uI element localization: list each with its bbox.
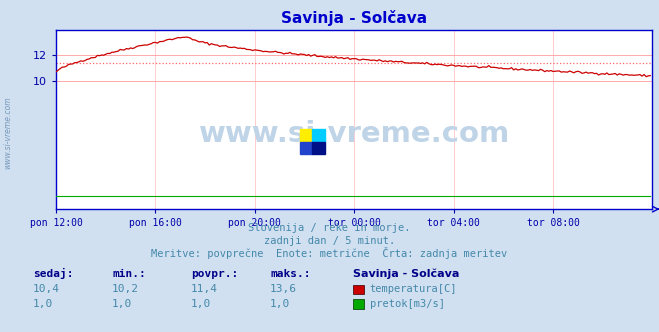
Text: Meritve: povprečne  Enote: metrične  Črta: zadnja meritev: Meritve: povprečne Enote: metrične Črta:…	[152, 247, 507, 259]
Text: Savinja - Solčava: Savinja - Solčava	[353, 269, 459, 279]
Text: temperatura[C]: temperatura[C]	[370, 284, 457, 294]
Text: 10,2: 10,2	[112, 284, 139, 294]
Text: pretok[m3/s]: pretok[m3/s]	[370, 299, 445, 309]
Text: Slovenija / reke in morje.: Slovenija / reke in morje.	[248, 223, 411, 233]
Title: Savinja - Solčava: Savinja - Solčava	[281, 10, 427, 26]
Text: zadnji dan / 5 minut.: zadnji dan / 5 minut.	[264, 236, 395, 246]
Text: 11,4: 11,4	[191, 284, 218, 294]
Text: 1,0: 1,0	[33, 299, 53, 309]
Text: sedaj:: sedaj:	[33, 268, 73, 279]
Text: 10,4: 10,4	[33, 284, 60, 294]
Text: www.si-vreme.com: www.si-vreme.com	[3, 97, 13, 169]
Text: 1,0: 1,0	[112, 299, 132, 309]
Text: 13,6: 13,6	[270, 284, 297, 294]
Text: www.si-vreme.com: www.si-vreme.com	[198, 120, 510, 148]
Text: 1,0: 1,0	[191, 299, 212, 309]
Text: povpr.:: povpr.:	[191, 269, 239, 279]
Text: 1,0: 1,0	[270, 299, 291, 309]
Text: maks.:: maks.:	[270, 269, 310, 279]
Text: min.:: min.:	[112, 269, 146, 279]
